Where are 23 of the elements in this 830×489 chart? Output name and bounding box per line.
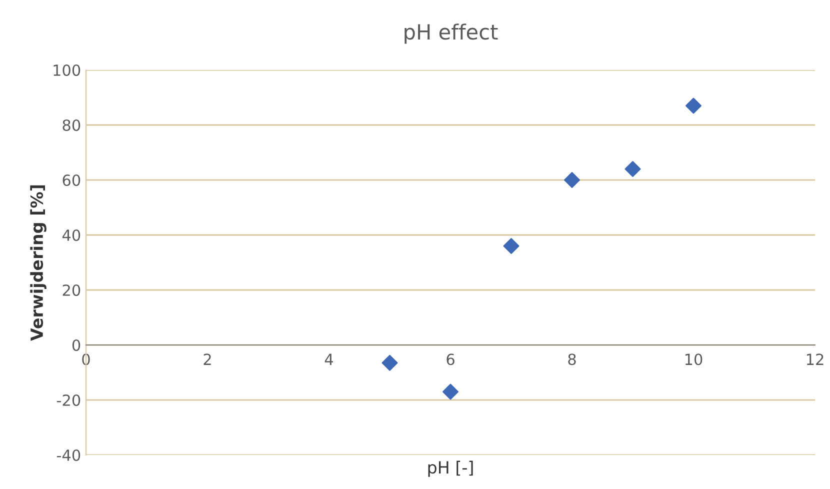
point (686, 98, 702, 114)
x-tick-label: 6 (446, 354, 454, 366)
point (503, 238, 520, 254)
y-tick-label: 0 (72, 339, 80, 352)
y-tick-label: 60 (62, 174, 80, 186)
point (564, 172, 580, 188)
y-tick-label: 40 (62, 229, 80, 242)
y-tick-label: 100 (54, 64, 80, 76)
y-tick-label: -20 (56, 394, 80, 406)
x-tick-label: 10 (685, 354, 702, 366)
x-axis-title: pH [-] (428, 460, 473, 477)
y-axis-title: Verwijdering [%] (30, 185, 46, 341)
y-tick-label: 20 (62, 284, 80, 296)
point (382, 354, 398, 371)
point (442, 384, 458, 400)
point (624, 161, 641, 177)
y-tick-label: 80 (62, 119, 80, 132)
chart-title: pH effect (404, 24, 498, 44)
x-tick-label: 8 (568, 354, 576, 366)
x-tick-label: 4 (324, 354, 334, 365)
x-tick-label: 12 (806, 354, 824, 365)
y-tick-label: -40 (56, 449, 80, 462)
x-tick-label: 2 (204, 354, 211, 365)
